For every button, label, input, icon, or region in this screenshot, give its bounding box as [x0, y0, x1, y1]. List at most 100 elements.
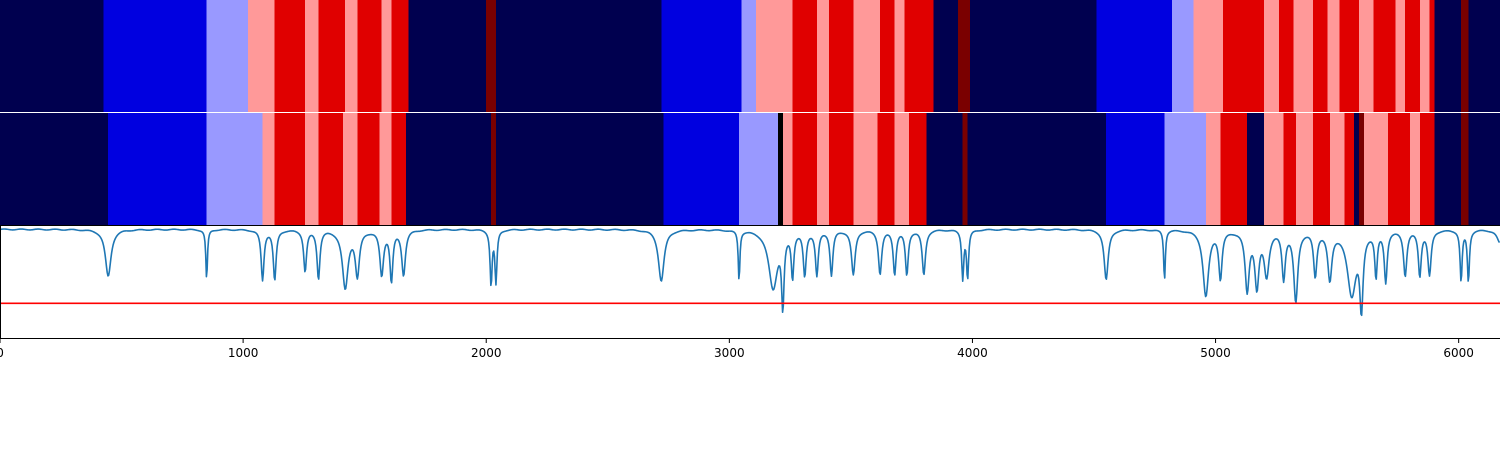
x-tick-label: 6000 — [1443, 346, 1474, 360]
heatmap-cell — [1295, 113, 1313, 225]
heatmap-cell — [1405, 0, 1420, 112]
x-tick-label: 3000 — [714, 346, 745, 360]
heatmap-cell — [792, 0, 817, 112]
heatmap-cell — [1164, 113, 1206, 225]
heatmap-cell — [1359, 0, 1374, 112]
heatmap-cell — [1344, 113, 1355, 225]
x-tick-label: 4000 — [957, 346, 988, 360]
heatmap-cell — [247, 0, 275, 112]
heatmap-cell — [782, 113, 793, 225]
heatmap-cell — [1312, 0, 1328, 112]
heatmap-cell — [663, 113, 740, 225]
heatmap-cell — [1329, 113, 1345, 225]
heatmap-cell — [661, 0, 742, 112]
heatmap-cell — [877, 113, 895, 225]
heatmap-cell — [318, 0, 346, 112]
x-tick-label: 5000 — [1200, 346, 1231, 360]
heatmap-cell — [406, 113, 492, 225]
heatmap-cell — [904, 0, 934, 112]
heatmap-cell — [391, 0, 409, 112]
x-tick-label: 0 — [0, 346, 4, 360]
heatmap-cell — [0, 113, 109, 225]
heatmap-cell — [1293, 0, 1313, 112]
heatmap-cell — [894, 0, 905, 112]
heatmap-cell — [1264, 0, 1279, 112]
heatmap-cell — [739, 113, 778, 225]
heatmap-cell — [756, 0, 793, 112]
heatmap-cell — [792, 113, 817, 225]
heatmap-cell — [909, 113, 927, 225]
heatmap-cell — [829, 0, 854, 112]
heatmap-row-2 — [0, 113, 1500, 225]
heatmap-cell — [1395, 0, 1406, 112]
heatmap-cell — [1278, 0, 1294, 112]
heatmap-cell — [957, 0, 971, 112]
x-tick-label: 1000 — [228, 346, 259, 360]
heatmap-cell — [1247, 113, 1265, 225]
heatmap-cell — [305, 0, 319, 112]
heatmap-cell — [1434, 0, 1462, 112]
heatmap-cell — [1339, 0, 1359, 112]
heatmap-cell — [1410, 113, 1420, 225]
heatmap-cell — [1096, 0, 1172, 112]
heatmap-cell — [357, 113, 380, 225]
heatmap-row-1 — [0, 0, 1500, 112]
heatmap-cell — [345, 0, 358, 112]
heatmap-cell — [274, 0, 306, 112]
heatmap-cell — [741, 0, 757, 112]
heatmap-cell — [1461, 113, 1469, 225]
heatmap-cell — [0, 0, 104, 112]
heatmap-cell — [880, 0, 895, 112]
signal-line-panel — [0, 112, 1500, 339]
heatmap-cell — [962, 113, 968, 225]
heatmap-cell — [1434, 113, 1462, 225]
heatmap-cell — [491, 113, 496, 225]
heatmap-cell — [103, 0, 207, 112]
heatmap-cell — [206, 113, 263, 225]
heatmap-cell — [1106, 113, 1165, 225]
heatmap-cell — [1312, 113, 1330, 225]
heatmap-cell — [108, 113, 207, 225]
heatmap-cell — [894, 113, 910, 225]
heatmap-cell — [853, 0, 881, 112]
heatmap-cell — [926, 113, 963, 225]
x-tick-label: 2000 — [471, 346, 502, 360]
heatmap-cell — [495, 0, 662, 112]
heatmap-cell — [1205, 113, 1221, 225]
heatmap-cell — [970, 0, 1097, 112]
heatmap-cell — [1283, 113, 1296, 225]
heatmap-cell — [379, 113, 392, 225]
heatmap-cell — [1193, 0, 1223, 112]
heatmap-cell — [1373, 0, 1396, 112]
heatmap-cell — [1327, 0, 1340, 112]
heatmap-cell — [777, 113, 783, 225]
heatmap-cell — [816, 113, 830, 225]
signal-line — [0, 228, 1500, 317]
heatmap-cell — [1468, 0, 1500, 112]
heatmap-cell — [829, 113, 854, 225]
heatmap-cell — [1419, 0, 1430, 112]
heatmap-cell — [206, 0, 248, 112]
heatmap-cell — [1419, 113, 1435, 225]
heatmap-cell — [381, 0, 392, 112]
heatmap-cell — [1171, 0, 1194, 112]
heatmap-cell — [1220, 113, 1248, 225]
heatmap-cell — [1264, 113, 1284, 225]
heatmap-cell — [933, 0, 958, 112]
heatmap-cell — [486, 0, 496, 112]
heatmap-cell — [1388, 113, 1411, 225]
line-panel-background — [0, 226, 1500, 338]
heatmap-cell — [305, 113, 319, 225]
heatmap-cell — [1468, 113, 1500, 225]
heatmap-cell — [853, 113, 878, 225]
heatmap-cell — [967, 113, 1107, 225]
heatmap-cell — [1363, 113, 1389, 225]
heatmap-cell — [318, 113, 343, 225]
heatmap-cell — [274, 113, 306, 225]
heatmap-cell — [408, 0, 487, 112]
heatmap-cell — [1359, 113, 1364, 225]
heatmap-cell — [342, 113, 358, 225]
heatmap-cell — [357, 0, 382, 112]
heatmap-cell — [816, 0, 830, 112]
